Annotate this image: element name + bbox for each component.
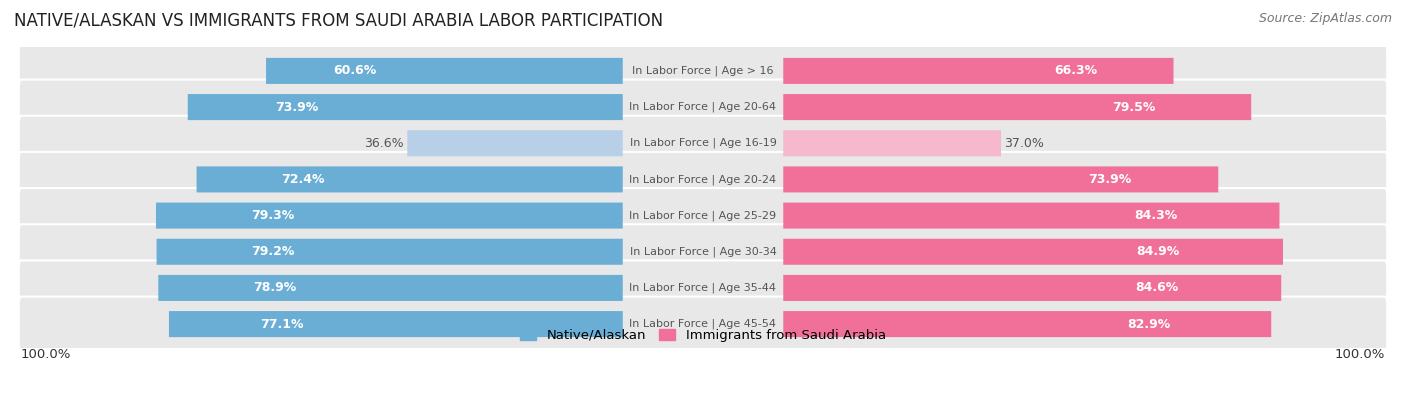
Text: In Labor Force | Age 25-29: In Labor Force | Age 25-29 <box>630 210 776 221</box>
Text: 37.0%: 37.0% <box>1004 137 1045 150</box>
FancyBboxPatch shape <box>18 297 1388 352</box>
FancyBboxPatch shape <box>266 58 623 84</box>
Text: 60.6%: 60.6% <box>333 64 377 77</box>
Text: In Labor Force | Age 35-44: In Labor Force | Age 35-44 <box>630 283 776 293</box>
Text: In Labor Force | Age 20-64: In Labor Force | Age 20-64 <box>630 102 776 112</box>
Text: 73.9%: 73.9% <box>276 101 318 114</box>
Text: In Labor Force | Age > 16: In Labor Force | Age > 16 <box>633 66 773 76</box>
Text: In Labor Force | Age 30-34: In Labor Force | Age 30-34 <box>630 246 776 257</box>
FancyBboxPatch shape <box>169 311 623 337</box>
FancyBboxPatch shape <box>783 94 1251 120</box>
FancyBboxPatch shape <box>783 275 1281 301</box>
FancyBboxPatch shape <box>18 116 1388 171</box>
Text: In Labor Force | Age 45-54: In Labor Force | Age 45-54 <box>630 319 776 329</box>
FancyBboxPatch shape <box>18 43 1388 98</box>
Text: 84.9%: 84.9% <box>1136 245 1180 258</box>
Text: 79.2%: 79.2% <box>252 245 295 258</box>
FancyBboxPatch shape <box>408 130 623 156</box>
Text: 82.9%: 82.9% <box>1128 318 1171 331</box>
FancyBboxPatch shape <box>783 130 1001 156</box>
FancyBboxPatch shape <box>18 152 1388 207</box>
Text: Source: ZipAtlas.com: Source: ZipAtlas.com <box>1258 12 1392 25</box>
FancyBboxPatch shape <box>18 224 1388 279</box>
Text: 72.4%: 72.4% <box>281 173 325 186</box>
Text: NATIVE/ALASKAN VS IMMIGRANTS FROM SAUDI ARABIA LABOR PARTICIPATION: NATIVE/ALASKAN VS IMMIGRANTS FROM SAUDI … <box>14 12 664 30</box>
FancyBboxPatch shape <box>783 239 1284 265</box>
Text: 73.9%: 73.9% <box>1088 173 1130 186</box>
FancyBboxPatch shape <box>783 203 1279 229</box>
Text: 79.3%: 79.3% <box>252 209 294 222</box>
Text: 84.6%: 84.6% <box>1135 281 1178 294</box>
FancyBboxPatch shape <box>783 166 1218 192</box>
FancyBboxPatch shape <box>18 188 1388 243</box>
FancyBboxPatch shape <box>156 203 623 229</box>
Text: In Labor Force | Age 16-19: In Labor Force | Age 16-19 <box>630 138 776 149</box>
Legend: Native/Alaskan, Immigrants from Saudi Arabia: Native/Alaskan, Immigrants from Saudi Ar… <box>515 324 891 347</box>
Text: 79.5%: 79.5% <box>1112 101 1156 114</box>
Text: 36.6%: 36.6% <box>364 137 404 150</box>
Text: 66.3%: 66.3% <box>1054 64 1098 77</box>
Text: 77.1%: 77.1% <box>260 318 304 331</box>
FancyBboxPatch shape <box>18 79 1388 135</box>
FancyBboxPatch shape <box>156 239 623 265</box>
FancyBboxPatch shape <box>197 166 623 192</box>
FancyBboxPatch shape <box>783 58 1174 84</box>
Text: 78.9%: 78.9% <box>253 281 297 294</box>
FancyBboxPatch shape <box>159 275 623 301</box>
Text: 100.0%: 100.0% <box>21 348 72 361</box>
FancyBboxPatch shape <box>188 94 623 120</box>
Text: 100.0%: 100.0% <box>1334 348 1385 361</box>
FancyBboxPatch shape <box>783 311 1271 337</box>
Text: 84.3%: 84.3% <box>1133 209 1177 222</box>
FancyBboxPatch shape <box>18 260 1388 316</box>
Text: In Labor Force | Age 20-24: In Labor Force | Age 20-24 <box>630 174 776 185</box>
